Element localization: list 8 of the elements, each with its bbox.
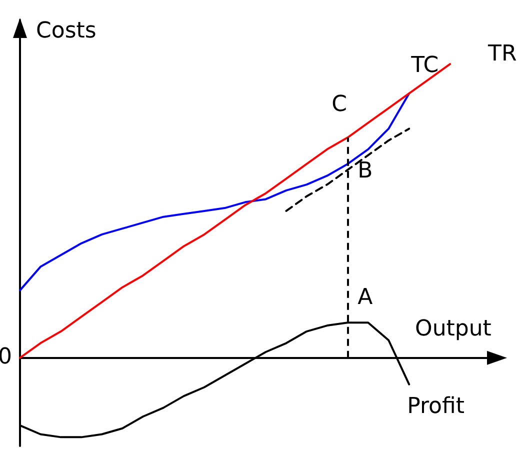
series-label: TR xyxy=(487,42,517,67)
x-axis-title: Output xyxy=(415,316,492,342)
annotation: A xyxy=(358,285,373,310)
series-label: TC xyxy=(410,52,439,78)
annotation: C xyxy=(332,92,348,118)
y-axis-title: Costs xyxy=(36,18,96,44)
annotation: B xyxy=(358,158,373,184)
series-label: Profit xyxy=(407,394,465,419)
